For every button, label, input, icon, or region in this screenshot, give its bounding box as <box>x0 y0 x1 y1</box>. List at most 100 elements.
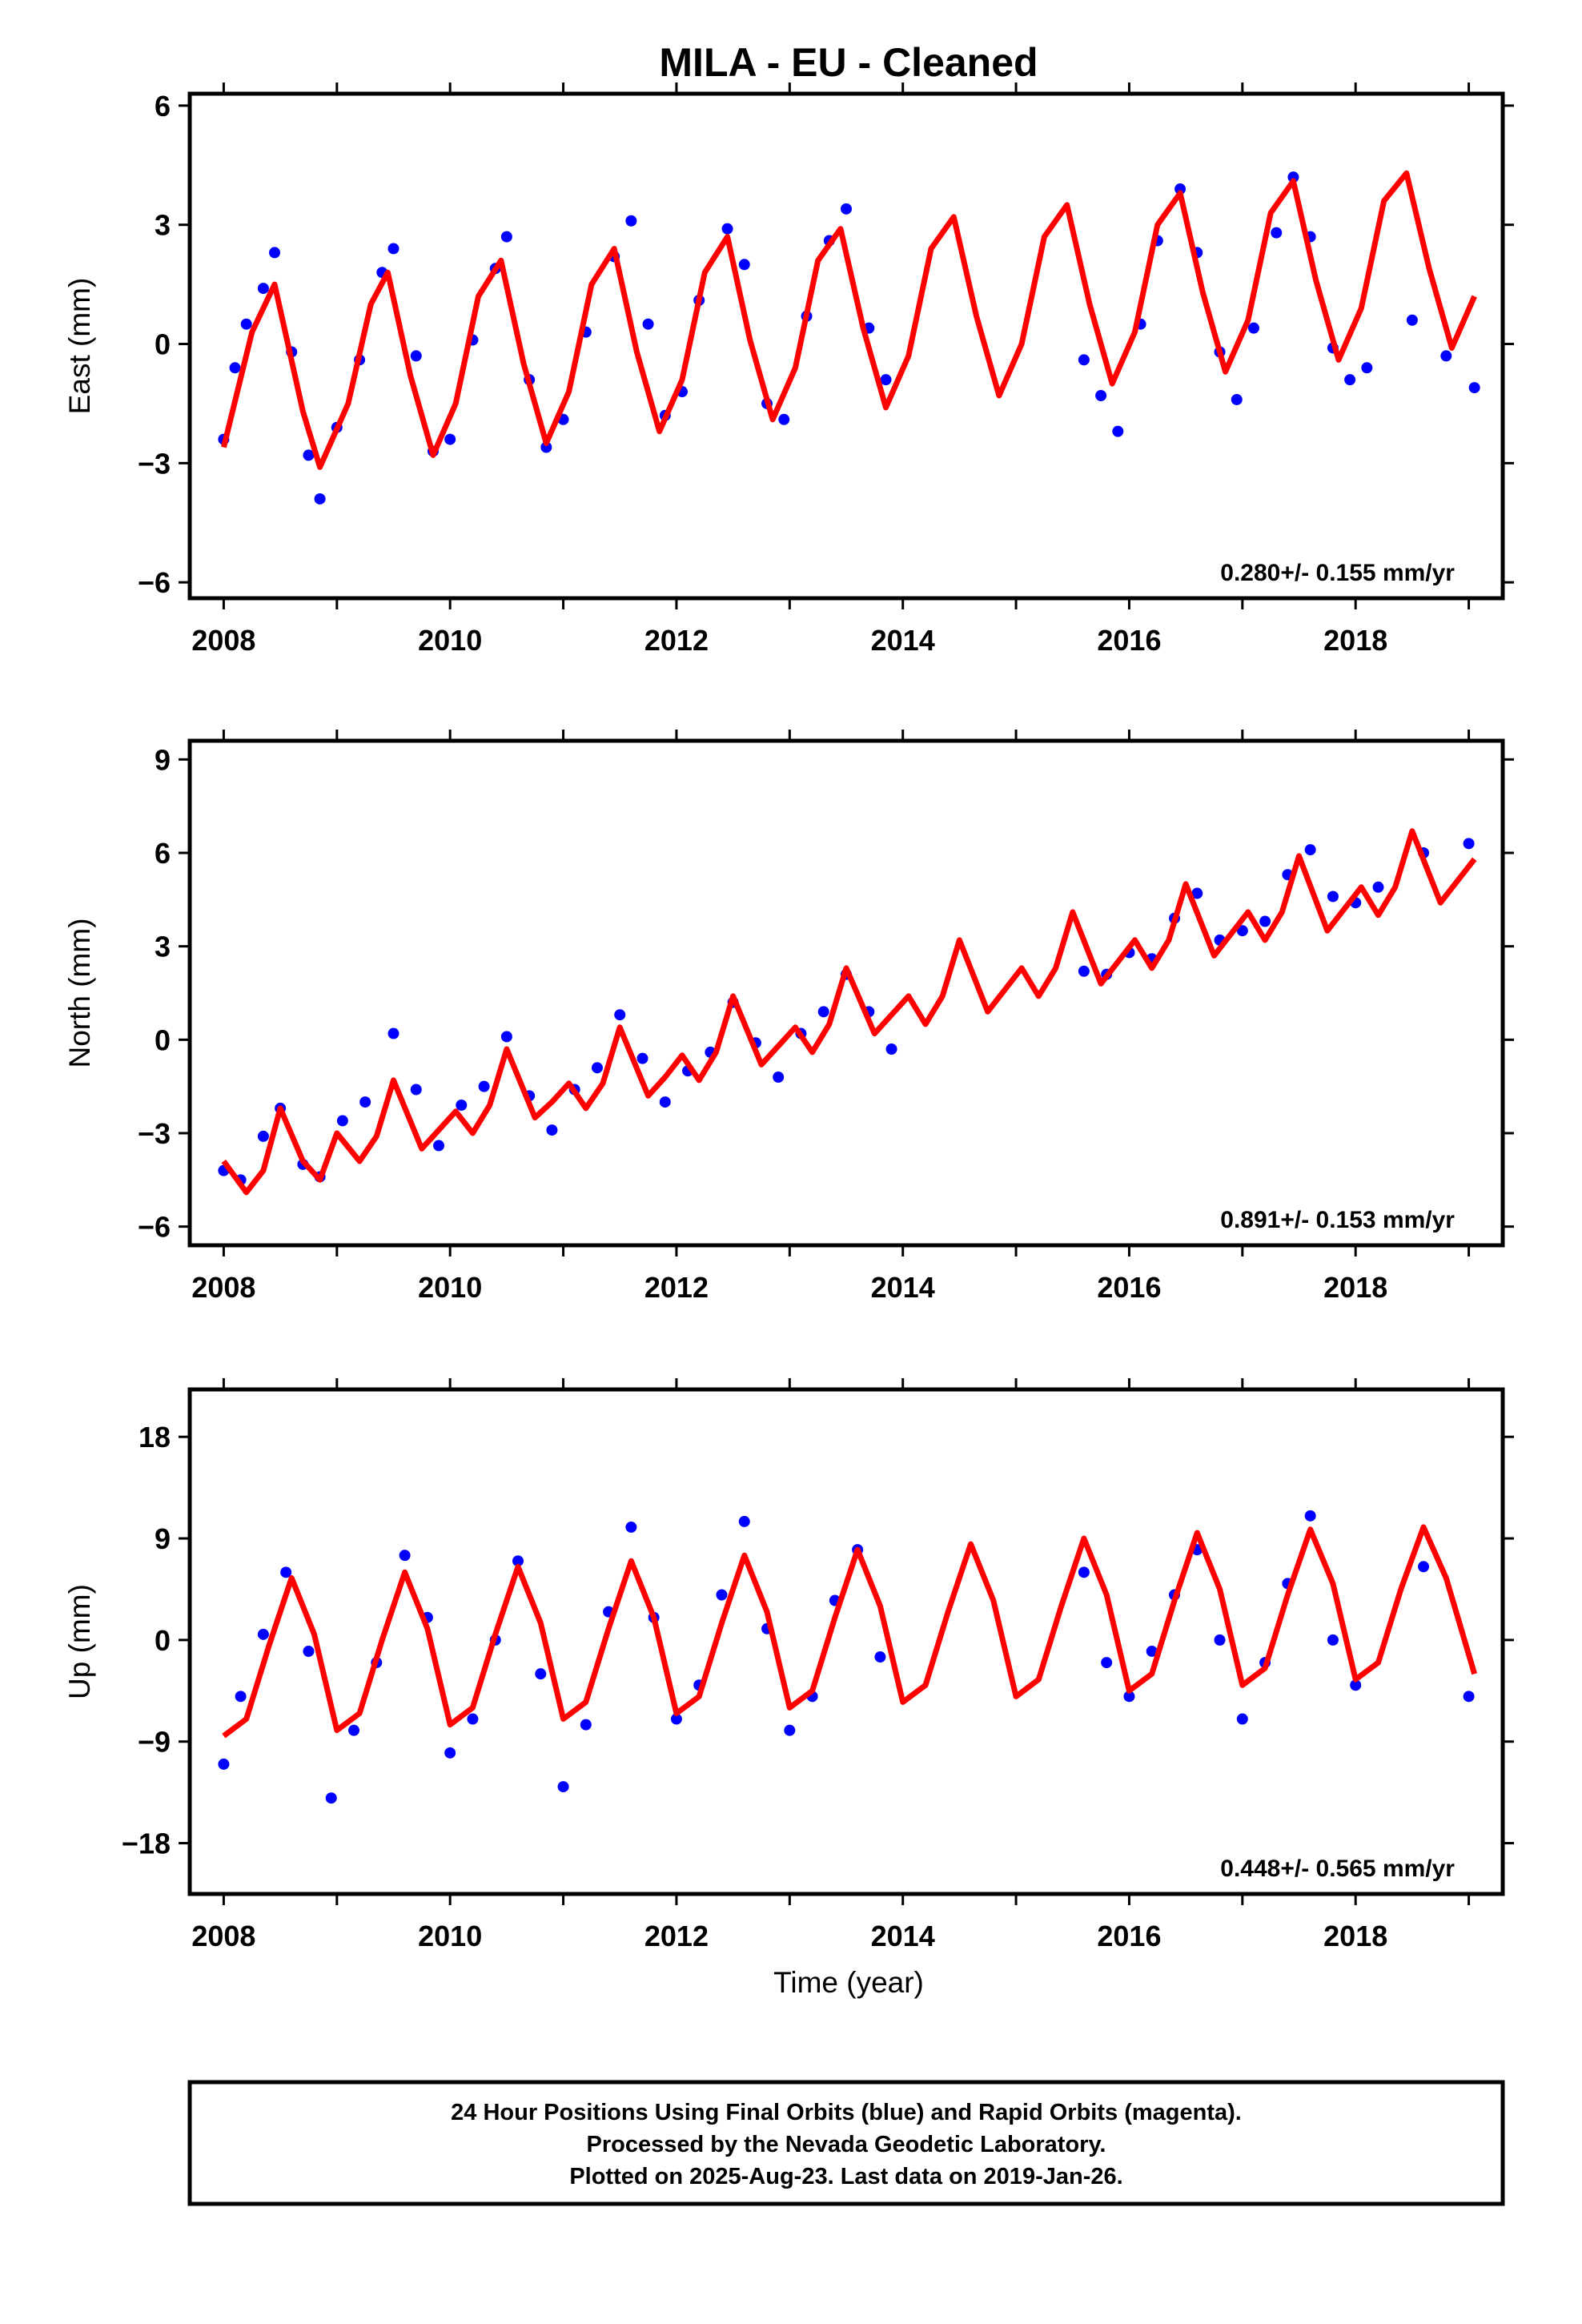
east-x-tick-label: 2008 <box>191 624 255 657</box>
north-y-tick-label: 6 <box>155 837 171 870</box>
up-data-point <box>1078 1566 1090 1578</box>
east-y-tick-label: 6 <box>155 90 171 123</box>
up-data-point <box>738 1515 750 1527</box>
up-data-point <box>670 1713 682 1725</box>
x-axis-label: Time (year) <box>773 1966 924 1999</box>
north-y-tick-label: 9 <box>155 743 171 776</box>
up-model-fit-line <box>222 1524 1478 1739</box>
up-data-point <box>467 1713 479 1725</box>
north-x-tick-label: 2012 <box>644 1271 709 1304</box>
north-data-point <box>1259 915 1271 927</box>
north-x-tick-label: 2010 <box>418 1271 482 1304</box>
east-data-point <box>1468 382 1480 394</box>
east-data-point <box>540 441 552 453</box>
up-x-tick-label: 2018 <box>1323 1920 1387 1952</box>
footer-box <box>187 2080 1505 2206</box>
up-data-point <box>874 1651 886 1663</box>
east-data-point <box>1095 390 1107 402</box>
east-data-point <box>303 449 315 461</box>
east-data-point <box>1271 227 1283 239</box>
north-data-point <box>591 1062 603 1074</box>
east-y-axis: 6 3 0 −3 −6 <box>138 90 1514 599</box>
up-x-tick-label: 2008 <box>191 1920 255 1952</box>
up-data-point <box>444 1747 456 1759</box>
up-data-point <box>1236 1713 1248 1725</box>
up-data-point <box>257 1628 269 1640</box>
north-x-tick-label: 2014 <box>871 1271 935 1304</box>
east-data-point <box>500 231 512 243</box>
north-data-point <box>257 1130 269 1142</box>
up-plot-frame <box>187 1387 1505 1896</box>
north-x-tick-label: 2008 <box>191 1271 255 1304</box>
up-data-point <box>512 1555 524 1567</box>
up-y-tick-label: 9 <box>155 1522 171 1555</box>
up-data-point <box>348 1724 359 1736</box>
north-data-point <box>546 1124 558 1136</box>
east-data-point <box>1112 425 1124 437</box>
east-x-tick-label: 2014 <box>871 624 935 657</box>
east-data-point <box>240 318 252 330</box>
east-x-tick-label: 2010 <box>418 624 482 657</box>
north-y-tick-label: 3 <box>155 931 171 963</box>
up-data-point <box>580 1719 592 1731</box>
up-data-point <box>557 1781 569 1793</box>
east-y-tick-label: 0 <box>155 328 171 361</box>
up-data-point <box>535 1668 547 1680</box>
east-data-point <box>1344 374 1356 386</box>
up-data-point <box>1146 1645 1158 1657</box>
up-y-tick-label: −18 <box>122 1827 171 1860</box>
north-x-axis: 2008 2010 2012 2014 2016 2018 <box>191 730 1471 1304</box>
up-data-point <box>218 1758 230 1770</box>
up-rate-label: 0.448+/- 0.565 mm/yr <box>1220 1856 1455 1882</box>
east-data-point <box>625 215 637 227</box>
north-data-point <box>659 1096 671 1108</box>
north-data-point <box>387 1027 400 1039</box>
up-x-tick-label: 2016 <box>1097 1920 1161 1952</box>
north-data-point <box>817 1006 829 1018</box>
up-y-tick-label: 18 <box>139 1421 171 1454</box>
up-data-point <box>1418 1561 1430 1573</box>
east-observation-points <box>218 171 1480 505</box>
east-model-fit-line <box>221 170 1477 470</box>
north-data-point <box>456 1100 468 1111</box>
panel-north: 2008 2010 2012 2014 2016 2018 9 6 3 0 −3 −6 North … <box>63 730 1514 1304</box>
north-data-point <box>1463 838 1475 850</box>
east-data-point <box>1247 322 1259 334</box>
east-data-point <box>1406 314 1418 326</box>
north-y-tick-label: −3 <box>138 1117 171 1150</box>
east-data-point <box>1078 354 1090 366</box>
footer-line-3: Plotted on 2025-Aug-23. Last data on 201… <box>569 2164 1122 2189</box>
north-y-axis: 9 6 3 0 −3 −6 <box>138 743 1514 1244</box>
north-data-point <box>336 1115 348 1127</box>
north-data-point <box>1078 965 1090 977</box>
east-rate-label: 0.280+/- 0.155 mm/yr <box>1220 560 1455 586</box>
north-data-point <box>1372 881 1384 893</box>
up-data-point <box>1327 1634 1339 1646</box>
east-data-point <box>1287 171 1299 183</box>
east-y-tick-label: −6 <box>138 566 171 599</box>
east-x-tick-label: 2018 <box>1323 624 1387 657</box>
east-data-point <box>1231 393 1243 405</box>
east-y-axis-label: East (mm) <box>63 278 96 415</box>
east-x-axis: 2008 2010 2012 2014 2016 2018 <box>191 82 1471 657</box>
east-data-point <box>841 203 852 215</box>
east-data-point <box>257 283 269 295</box>
up-data-point <box>716 1589 728 1601</box>
up-y-axis-label: Up (mm) <box>63 1584 96 1699</box>
north-data-point <box>636 1052 648 1064</box>
north-data-point <box>1236 925 1248 937</box>
east-data-point <box>410 350 422 362</box>
north-data-point <box>885 1043 897 1055</box>
north-data-point <box>1327 891 1339 903</box>
east-plot-frame <box>187 91 1505 601</box>
up-data-point <box>1304 1510 1316 1522</box>
footer-line-1: 24 Hour Positions Using Final Orbits (bl… <box>451 2100 1242 2125</box>
north-x-tick-label: 2018 <box>1323 1271 1387 1304</box>
north-model-fit-line <box>221 828 1477 1196</box>
north-data-point <box>773 1072 785 1083</box>
figure-title: MILA - EU - Cleaned <box>659 40 1038 85</box>
up-data-point <box>399 1550 411 1562</box>
north-plot-frame <box>187 738 1505 1248</box>
north-y-axis-label: North (mm) <box>63 918 96 1068</box>
